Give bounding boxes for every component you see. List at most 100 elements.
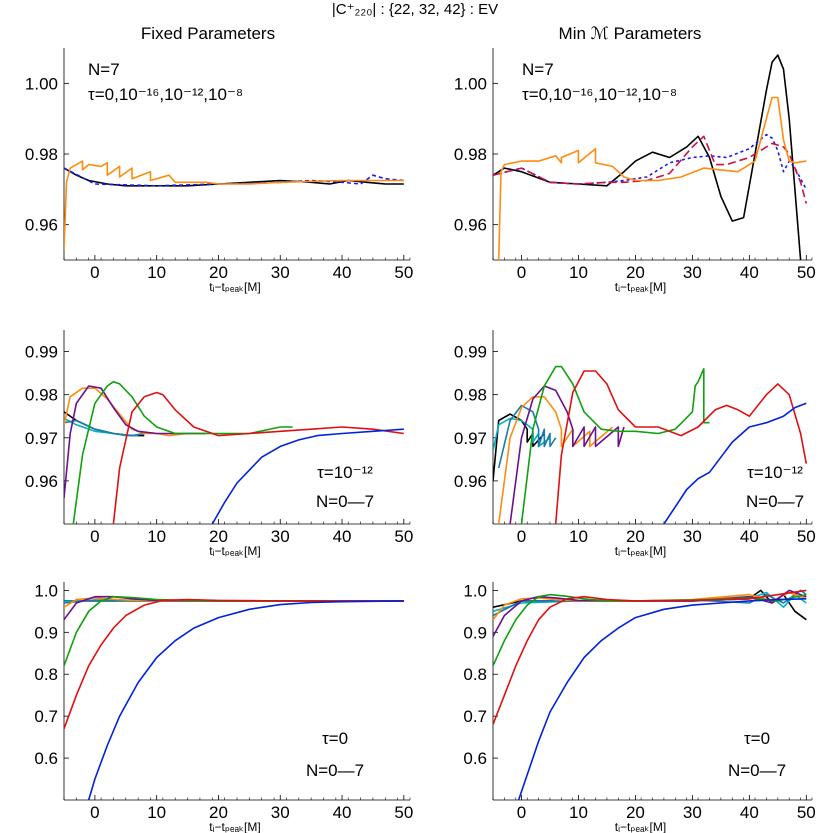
panel-fixed_tau12: 0 10 20 30 40 50 0.96 0.97 0.98 0.99 tᵢ−tₚₑₐₖ[M] τ=… <box>25 330 413 558</box>
y-tick-label: 0.8 <box>463 665 487 684</box>
panel-min_tau0: 0 10 20 30 40 50 0.6 0.7 0.8 0.9 1.0 tᵢ−tₚₑₐₖ[M] τ=0… <box>463 581 815 833</box>
x-tick-label: 10 <box>569 527 588 546</box>
series-line-N1 <box>554 370 808 524</box>
series-line-N6 <box>493 591 807 613</box>
x-tick-label: 40 <box>333 527 352 546</box>
series-line-tau_1e-12 <box>493 135 808 204</box>
x-axis-label: tᵢ−tₚₑₐₖ[M] <box>615 544 666 558</box>
x-axis-label: tᵢ−tₚₑₐₖ[M] <box>615 820 666 833</box>
right-column-title: Min ℳ Parameters <box>559 24 702 43</box>
series-group <box>493 365 808 524</box>
panel-annotation: τ=10⁻¹² <box>747 463 803 482</box>
panel-fixed_N7: 0 10 20 30 40 50 0.96 0.98 1.00 tᵢ−tₚₑₐₖ[M] N=7 τ=0… <box>25 48 413 294</box>
y-tick-label: 0.96 <box>25 216 58 235</box>
y-tick-label: 0.98 <box>454 145 487 164</box>
panel-annotation: τ=0 <box>322 729 348 748</box>
series-line-N4 <box>64 387 207 437</box>
x-tick-label: 30 <box>683 527 702 546</box>
y-tick-label: 0.6 <box>34 749 58 768</box>
x-tick-label: 10 <box>147 803 166 822</box>
x-tick-label: 0 <box>90 263 99 282</box>
panel-annotation: N=7 <box>88 60 120 79</box>
y-tick-label: 0.97 <box>25 429 58 448</box>
series-line-N1 <box>493 589 807 725</box>
series-group <box>64 595 404 800</box>
x-tick-label: 0 <box>90 527 99 546</box>
x-axis-label: tᵢ−tₚₑₐₖ[M] <box>615 280 666 294</box>
panel-annotation: N=0—7 <box>306 761 364 780</box>
series-group <box>493 589 807 800</box>
figure-title: |C⁺₂₂₀| : {22, 32, 42} : EV <box>332 1 498 18</box>
series-line-N0 <box>211 428 404 524</box>
x-tick-label: 20 <box>626 527 645 546</box>
x-axis-label: tᵢ−tₚₑₐₖ[M] <box>209 280 260 294</box>
x-tick-label: 40 <box>740 803 759 822</box>
y-tick-label: 0.99 <box>454 343 487 362</box>
x-tick-label: 40 <box>333 263 352 282</box>
panel-annotation: τ=0 <box>744 729 770 748</box>
panel-annotation: N=7 <box>522 60 554 79</box>
x-tick-label: 20 <box>209 527 228 546</box>
series-line-N0 <box>663 402 807 524</box>
series-line-tau_1e-16 <box>493 133 808 190</box>
x-tick-label: 40 <box>740 527 759 546</box>
series-line-N4 <box>497 396 614 524</box>
y-tick-label: 0.7 <box>463 707 487 726</box>
x-tick-label: 40 <box>740 263 759 282</box>
panel-annotation: τ=10⁻¹² <box>317 463 373 482</box>
series-line-N3 <box>509 385 625 524</box>
y-tick-label: 0.9 <box>34 623 58 642</box>
series-line-N2 <box>493 593 807 667</box>
series-line-N5 <box>64 419 145 437</box>
x-tick-label: 30 <box>683 803 702 822</box>
panel-fixed_tau0: 0 10 20 30 40 50 0.6 0.7 0.8 0.9 1.0 tᵢ−tₚₑₐₖ[M] τ=0… <box>34 581 413 833</box>
x-axis-label: tᵢ−tₚₑₐₖ[M] <box>209 544 260 558</box>
panel-annotation: N=0—7 <box>728 761 786 780</box>
x-tick-label: 30 <box>271 263 290 282</box>
series-line-N0 <box>87 600 404 800</box>
series-line-tau_1e-8 <box>64 160 404 250</box>
x-tick-label: 20 <box>626 263 645 282</box>
panel-min_N7: 0 10 20 30 40 50 0.96 0.98 1.00 tᵢ−tₚₑₐₖ[M] N=7 τ=0… <box>454 48 816 294</box>
x-tick-label: 10 <box>147 527 166 546</box>
y-tick-label: 0.9 <box>463 623 487 642</box>
series-line-N5 <box>493 589 807 617</box>
panel-annotation: τ=0,10⁻¹⁶,10⁻¹²,10⁻⁸ <box>522 85 677 104</box>
x-tick-label: 20 <box>626 803 645 822</box>
x-tick-label: 20 <box>209 263 228 282</box>
series-line-N0 <box>517 598 807 800</box>
x-tick-label: 50 <box>797 803 816 822</box>
y-tick-label: 0.96 <box>454 472 487 491</box>
y-tick-label: 0.98 <box>25 145 58 164</box>
x-tick-label: 30 <box>271 803 290 822</box>
series-line-N2 <box>520 365 710 524</box>
y-tick-label: 0.96 <box>25 472 58 491</box>
x-tick-label: 10 <box>147 263 166 282</box>
series-group <box>64 160 404 250</box>
x-tick-label: 50 <box>394 803 413 822</box>
x-tick-label: 0 <box>517 263 526 282</box>
series-group <box>64 380 404 524</box>
x-tick-label: 50 <box>394 263 413 282</box>
series-line-N7 <box>64 167 404 187</box>
panel-annotation: τ=0,10⁻¹⁶,10⁻¹²,10⁻⁸ <box>88 85 243 104</box>
y-tick-label: 0.6 <box>463 749 487 768</box>
series-line-N6 <box>493 417 551 451</box>
panel-min_tau12: 0 10 20 30 40 50 0.96 0.97 0.98 0.99 tᵢ−tₚₑₐₖ[M] τ=… <box>454 330 816 558</box>
y-tick-label: 0.96 <box>454 216 487 235</box>
x-tick-label: 0 <box>517 527 526 546</box>
series-line-N3 <box>64 385 207 499</box>
x-tick-label: 40 <box>333 803 352 822</box>
x-tick-label: 50 <box>797 263 816 282</box>
panel-annotation: N=0—7 <box>316 492 374 511</box>
series-line-N4 <box>64 597 404 608</box>
series-line-N2 <box>64 595 404 667</box>
x-tick-label: 30 <box>683 263 702 282</box>
left-column-title: Fixed Parameters <box>141 24 275 43</box>
x-tick-label: 0 <box>90 803 99 822</box>
x-tick-label: 20 <box>209 803 228 822</box>
y-tick-label: 0.97 <box>454 429 487 448</box>
y-tick-label: 0.98 <box>25 386 58 405</box>
y-tick-label: 0.98 <box>454 386 487 405</box>
